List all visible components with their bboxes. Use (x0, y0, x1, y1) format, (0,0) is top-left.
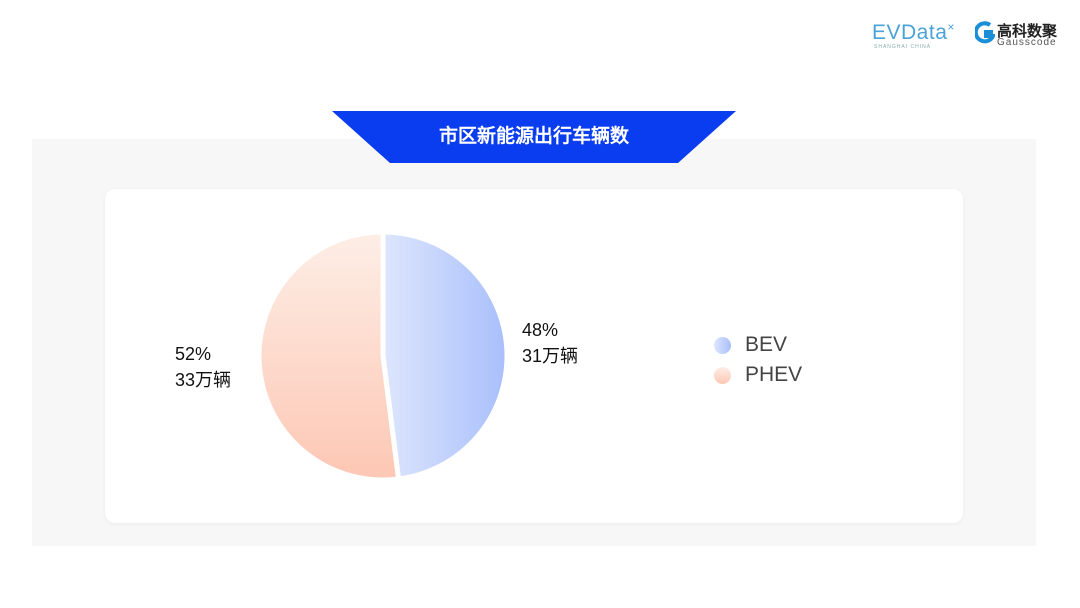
gausscode-logo: 高科数聚 Gausscode (973, 20, 1057, 49)
phev-data-label: 52% 33万辆 (175, 344, 232, 390)
chart-title: 市区新能源出行车辆数 (438, 126, 629, 147)
legend-item-phev: PHEV (714, 360, 802, 390)
pie-slice-bev (380, 229, 510, 482)
pie-slice-phev (256, 229, 402, 483)
bev-data-label: 48% 31万辆 (522, 320, 579, 366)
bev-swatch-icon (714, 336, 731, 354)
chart-card (105, 189, 963, 523)
phev-swatch-icon (714, 366, 731, 384)
legend-item-bev: BEV (714, 330, 802, 360)
evdata-logo: EVData× SHANGHAI CHINA (872, 20, 955, 50)
legend: BEV PHEV (714, 330, 802, 390)
gausscode-mark-icon (973, 21, 997, 44)
title-banner (332, 111, 736, 163)
